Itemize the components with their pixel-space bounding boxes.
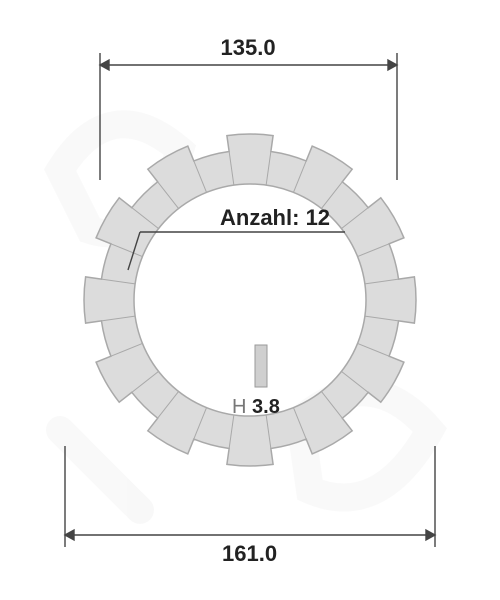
dimension-top-value: 135.0: [221, 35, 276, 61]
thickness-label: H 3.8: [232, 396, 280, 419]
thickness-marker: [255, 345, 267, 387]
diagram-svg: [0, 0, 500, 600]
thickness-letter: H: [232, 396, 246, 418]
thickness-value: 3.8: [252, 396, 280, 418]
tooth-count-value: 12: [306, 205, 330, 230]
diagram-canvas: 135.0 161.0 Anzahl: 12 H 3.8: [0, 0, 500, 600]
dimension-bottom-value: 161.0: [222, 541, 277, 567]
tooth-count-prefix: Anzahl:: [220, 205, 306, 230]
count-leader: [128, 232, 345, 270]
tooth-count-label: Anzahl: 12: [220, 205, 330, 231]
